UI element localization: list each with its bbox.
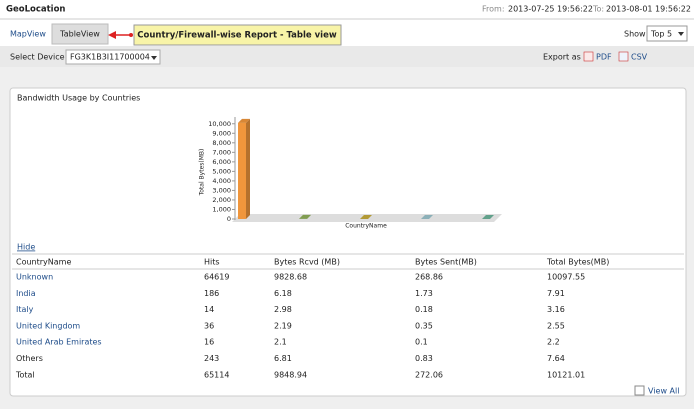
- to-date: 2013-08-01 19:56:22: [606, 5, 691, 14]
- table-cell: 2.2: [547, 338, 560, 347]
- country-name[interactable]: United Kingdom: [16, 321, 80, 330]
- device-caret: [151, 56, 157, 60]
- callout-dot: [129, 33, 133, 37]
- show-value[interactable]: Top 5: [650, 30, 672, 39]
- from-date: 2013-07-25 19:56:22: [508, 5, 593, 14]
- table-cell: 9848.94: [274, 370, 307, 379]
- x-axis-label: CountryName: [345, 223, 387, 230]
- y-axis-label: Total Bytes(MB): [199, 149, 206, 197]
- table-cell: 6.81: [274, 354, 292, 363]
- table-cell: 2.1: [274, 338, 287, 347]
- table-cell: 0.1: [415, 338, 428, 347]
- country-name[interactable]: Unknown: [16, 273, 53, 282]
- show-caret: [678, 32, 684, 36]
- table-cell: 2.98: [274, 305, 292, 314]
- view-all[interactable]: View All: [648, 387, 679, 396]
- table-cell: 0.35: [415, 321, 433, 330]
- device-select[interactable]: [65, 49, 161, 65]
- export-pdf[interactable]: PDF: [596, 53, 612, 62]
- column-header: Bytes Sent(MB): [415, 258, 477, 267]
- panel: [9, 87, 687, 397]
- export-label: Export as :: [543, 53, 586, 62]
- show-label: Show: [624, 30, 646, 39]
- country-name[interactable]: Italy: [16, 305, 34, 314]
- column-header: Bytes Rcvd (MB): [274, 258, 340, 267]
- country-name: Total: [15, 370, 35, 379]
- csv-icon: [618, 51, 629, 62]
- table-cell: 2.55: [547, 321, 565, 330]
- y-tick-label: 6,000: [212, 158, 231, 166]
- y-tick-label: 4,000: [212, 177, 231, 185]
- bar-side: [307, 214, 311, 219]
- table-cell: 6.18: [274, 289, 292, 298]
- table-cell: 10121.01: [547, 370, 585, 379]
- table-cell: 3.16: [547, 305, 565, 314]
- table-cell: 0.83: [415, 354, 433, 363]
- bar-side: [429, 214, 433, 219]
- bar-top: [360, 214, 372, 219]
- bar-top: [299, 214, 311, 219]
- bar: [238, 122, 246, 219]
- column-header: Total Bytes(MB): [546, 258, 609, 267]
- bar-top: [421, 214, 433, 219]
- y-tick-label: 3,000: [212, 186, 231, 194]
- table-cell: 243: [204, 354, 219, 363]
- callout-arrowhead: [108, 31, 116, 39]
- bar-side: [368, 214, 372, 219]
- tab-mapview[interactable]: MapView: [10, 30, 46, 39]
- table-cell: 268.86: [415, 273, 443, 282]
- table-cell: 2.19: [274, 321, 292, 330]
- from-label: From:: [482, 5, 505, 14]
- y-tick-label: 2,000: [212, 196, 231, 204]
- tab-tableview[interactable]: TableView: [59, 30, 100, 39]
- table-cell: 272.06: [415, 370, 443, 379]
- pdf-icon: [583, 51, 594, 62]
- table-cell: 186: [204, 289, 219, 298]
- country-name[interactable]: United Arab Emirates: [16, 338, 102, 347]
- country-name: Others: [16, 354, 43, 363]
- column-header: CountryName: [16, 258, 71, 267]
- bar-side: [246, 118, 250, 219]
- callout-box: [133, 24, 342, 46]
- table-cell: 65114: [204, 370, 229, 379]
- page-title: GeoLocation: [6, 5, 65, 15]
- device-value[interactable]: FG3K1B3I11700004: [70, 53, 150, 62]
- y-tick-label: 1,000: [212, 205, 231, 213]
- bar-top: [482, 214, 494, 219]
- table-cell: 14: [204, 305, 214, 314]
- table-cell: 9828.68: [274, 273, 307, 282]
- bar-side: [490, 214, 494, 219]
- column-header: Hits: [204, 258, 220, 267]
- table-cell: 0.18: [415, 305, 433, 314]
- export-csv[interactable]: CSV: [631, 53, 648, 62]
- table-cell: 7.64: [547, 354, 565, 363]
- country-name[interactable]: India: [16, 289, 36, 298]
- table-cell: 64619: [204, 273, 229, 282]
- y-tick-label: 9,000: [212, 129, 231, 137]
- chart-title: Bandwidth Usage by Countries: [17, 94, 140, 103]
- table-cell: 10097.55: [547, 273, 585, 282]
- table-cell: 16: [204, 338, 214, 347]
- view-all-icon: [634, 385, 645, 396]
- to-label: To:: [592, 5, 604, 14]
- show-select[interactable]: [646, 25, 688, 42]
- table-cell: 36: [204, 321, 214, 330]
- tab-tableview-bg[interactable]: [51, 23, 109, 45]
- table-cell: 1.73: [415, 289, 433, 298]
- y-tick-label: 10,000: [208, 120, 231, 128]
- hide-link[interactable]: Hide: [17, 243, 35, 252]
- y-tick-label: 8,000: [212, 139, 231, 147]
- y-tick-label: 0: [227, 215, 231, 223]
- bar-top: [238, 118, 250, 123]
- y-tick-label: 7,000: [212, 148, 231, 156]
- table-cell: 7.91: [547, 289, 565, 298]
- callout-text: Country/Firewall-wise Report - Table vie…: [137, 31, 337, 41]
- toolbar: [0, 46, 694, 67]
- device-label: Select Device :: [10, 53, 70, 62]
- y-tick-label: 5,000: [212, 167, 231, 175]
